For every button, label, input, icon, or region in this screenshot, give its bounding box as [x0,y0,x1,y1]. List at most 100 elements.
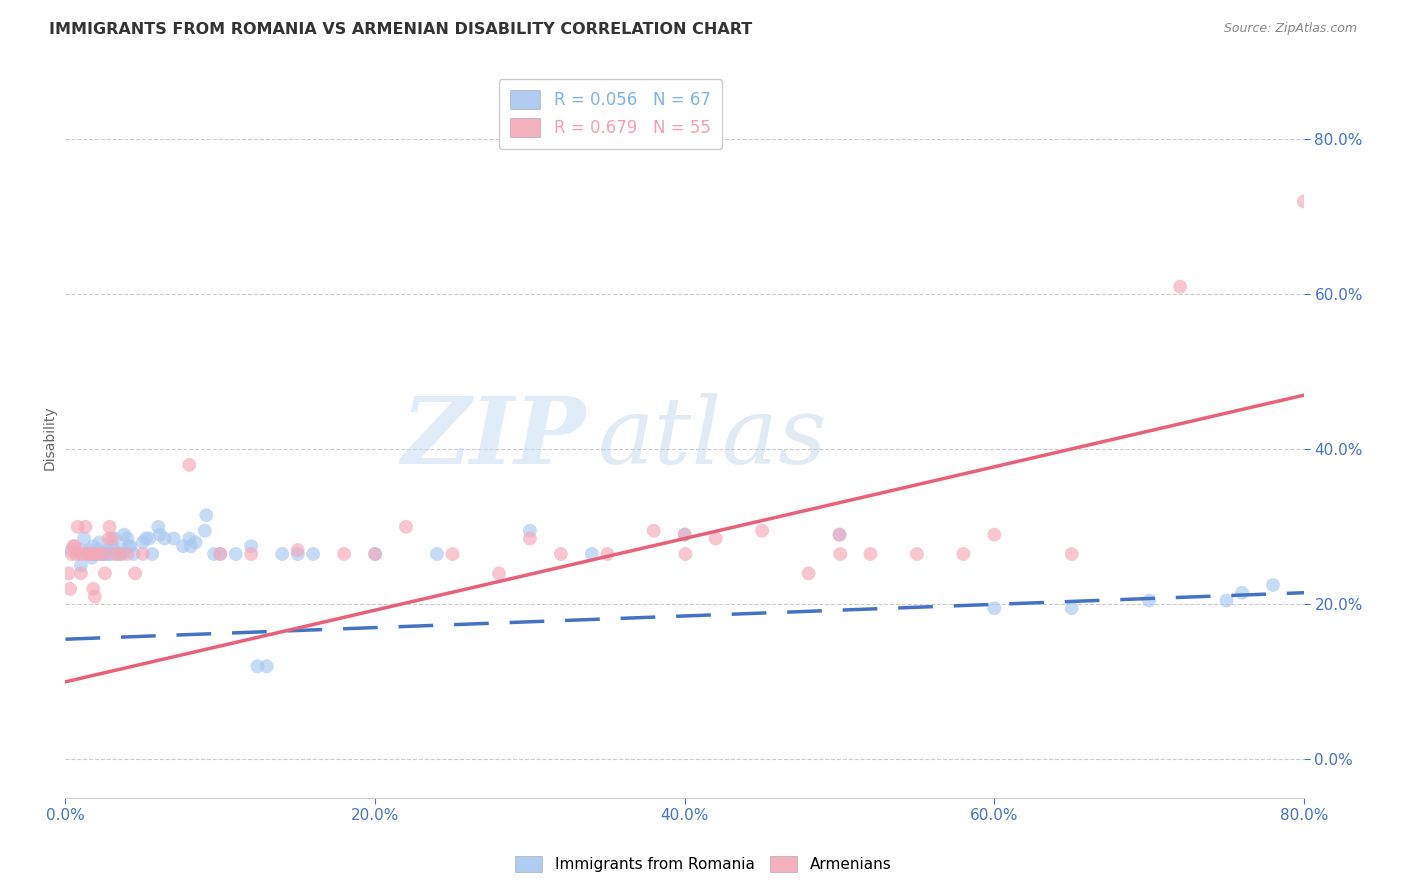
Point [62,539,84,553]
Point [93,547,115,561]
Point [75,520,97,534]
Point [1168,279,1191,293]
Point [66,520,89,534]
Point [77,547,100,561]
Y-axis label: Disability: Disability [44,406,58,470]
Point [89,547,111,561]
Point [256,659,278,673]
Point [172,539,194,553]
Point [859,547,882,561]
Point [80,550,103,565]
Point [364,547,387,561]
Point [58,566,80,581]
Point [675,547,697,561]
Point [519,524,541,538]
Point [97,532,120,546]
Point [643,524,665,538]
Text: ZIP: ZIP [401,392,586,483]
Point [180,539,202,553]
Point [828,527,851,541]
Point [110,543,132,558]
Point [108,547,131,561]
Point [70,547,93,561]
Point [65,547,87,561]
Point [673,527,696,541]
Text: Source: ZipAtlas.com: Source: ZipAtlas.com [1223,22,1357,36]
Point [105,547,128,561]
Point [73,532,96,546]
Point [89,535,111,549]
Point [153,532,176,546]
Point [395,520,418,534]
Point [83,590,105,604]
Point [225,547,247,561]
Point [195,508,218,523]
Point [103,543,125,558]
Point [751,524,773,538]
Point [98,547,121,561]
Point [60,547,83,561]
Point [581,547,603,561]
Point [209,547,232,561]
Point [1261,578,1284,592]
Point [905,547,928,561]
Point [1230,585,1253,599]
Point [302,547,325,561]
Point [86,547,108,561]
Point [77,547,100,561]
Point [1137,593,1160,607]
Point [1215,593,1237,607]
Point [179,532,201,546]
Point [952,547,974,561]
Point [1060,547,1083,561]
Point [148,520,170,534]
Point [240,547,263,561]
Point [673,527,696,541]
Point [550,547,572,561]
Point [70,558,93,573]
Point [59,582,82,596]
Legend: Immigrants from Romania, Armenians: Immigrants from Romania, Armenians [508,848,898,880]
Point [271,547,294,561]
Point [983,601,1005,615]
Point [93,547,115,561]
Point [983,527,1005,541]
Point [488,566,510,581]
Point [132,535,155,549]
Point [830,547,852,561]
Point [441,547,464,561]
Point [118,539,141,553]
Point [1060,601,1083,615]
Point [194,524,217,538]
Point [426,547,449,561]
Text: IMMIGRANTS FROM ROMANIA VS ARMENIAN DISABILITY CORRELATION CHART: IMMIGRANTS FROM ROMANIA VS ARMENIAN DISA… [49,22,752,37]
Point [96,543,118,558]
Point [79,547,101,561]
Point [94,566,117,581]
Point [73,547,96,561]
Point [141,547,163,561]
Text: atlas: atlas [598,392,828,483]
Point [132,547,155,561]
Point [519,532,541,546]
Point [184,535,207,549]
Point [202,547,225,561]
Point [86,547,108,561]
Point [1292,194,1315,209]
Point [70,543,93,558]
Point [70,566,93,581]
Point [135,532,157,546]
Point [87,543,110,558]
Point [596,547,619,561]
Point [240,539,263,553]
Point [91,547,114,561]
Point [90,547,112,561]
Point [82,539,104,553]
Point [209,547,232,561]
Point [82,582,104,596]
Point [246,659,269,673]
Point [704,532,727,546]
Point [79,547,101,561]
Point [104,547,127,561]
Point [60,543,83,558]
